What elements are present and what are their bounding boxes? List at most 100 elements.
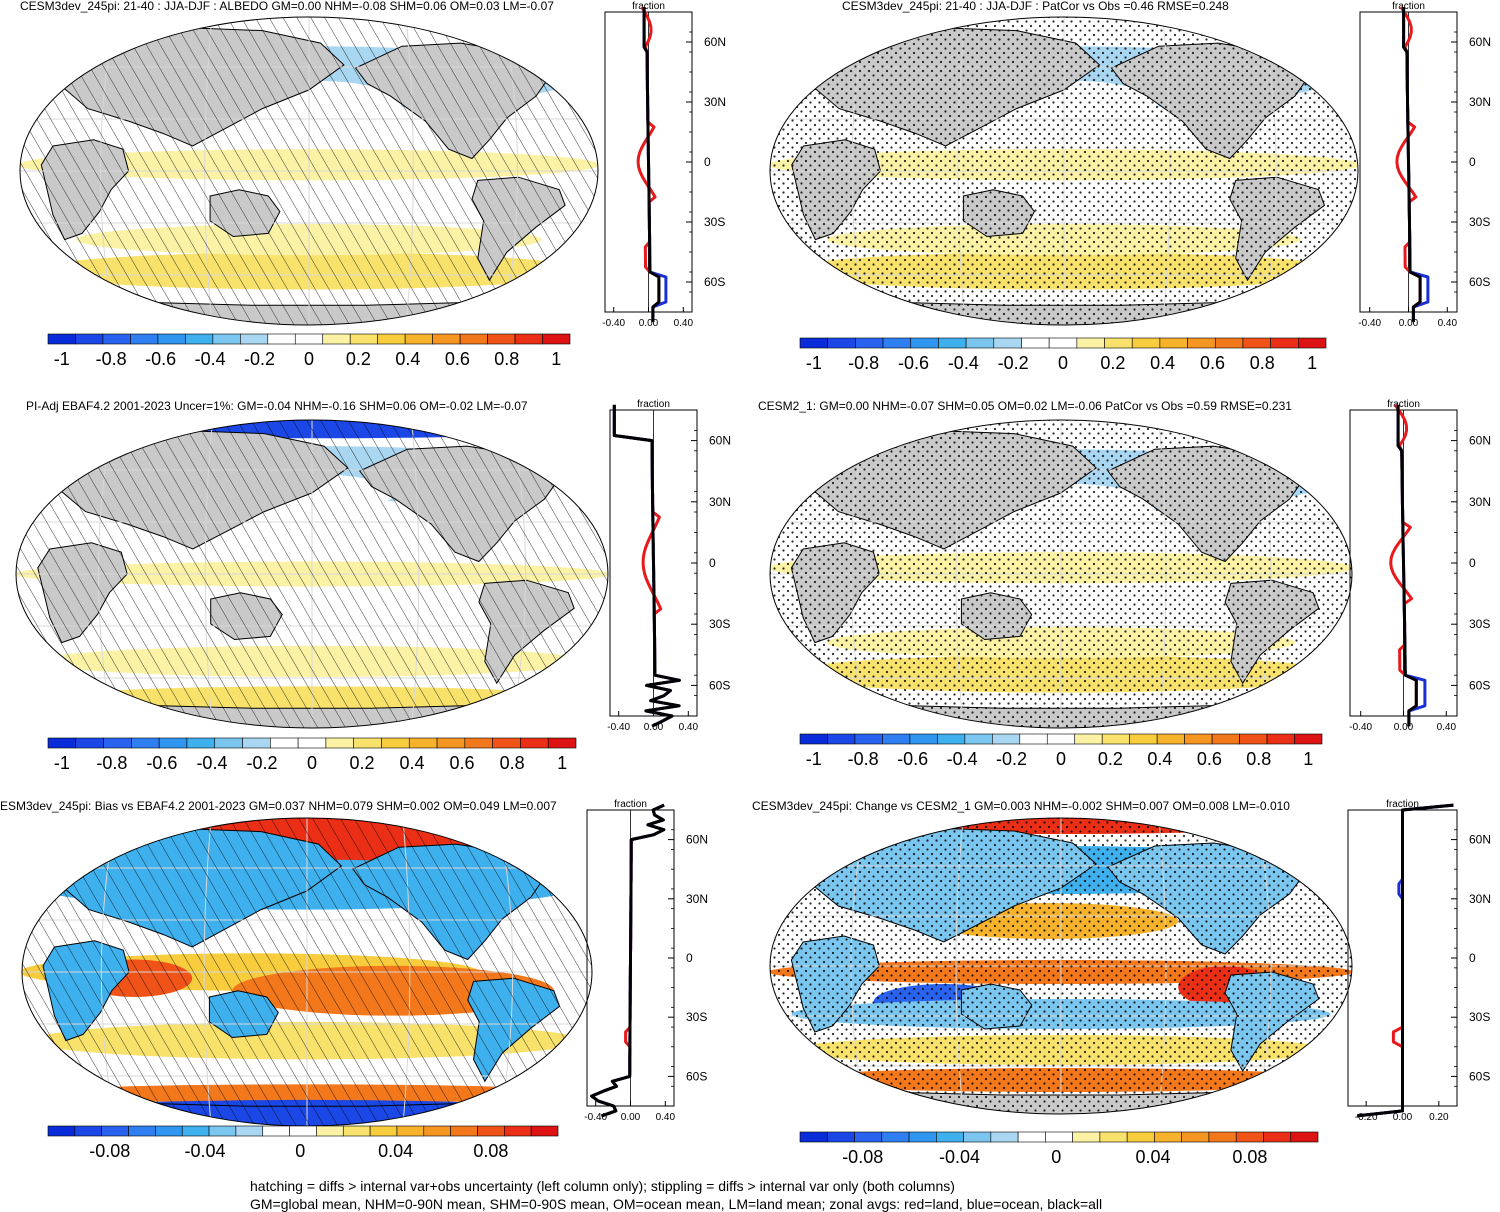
- colorbar-swatch: [1126, 1131, 1155, 1143]
- zonal-black-line: [1396, 404, 1418, 727]
- map-field: [770, 818, 1352, 1114]
- colorbar-swatch: [270, 737, 299, 749]
- colorbar-label: -0.2: [998, 353, 1029, 373]
- colorbar-label: 0.04: [1136, 1147, 1171, 1167]
- zonal-black-line: [1356, 803, 1454, 1118]
- colorbar-label: 0.8: [1250, 353, 1275, 373]
- colorbar-label: 1: [551, 349, 561, 369]
- x-tick-label: 0.40: [1438, 318, 1458, 329]
- colorbar-swatch: [294, 333, 324, 345]
- colorbar-swatch: [1181, 1131, 1210, 1143]
- colorbar-label: -0.2: [246, 753, 277, 773]
- colorbar-swatch: [993, 337, 1022, 349]
- colorbar-swatch: [103, 737, 132, 749]
- colorbar-label: -0.8: [848, 749, 879, 769]
- colorbar-swatch: [404, 333, 433, 345]
- colorbar-label: -0.8: [96, 349, 127, 369]
- colorbar-swatch: [1129, 733, 1158, 745]
- colorbar-swatch: [408, 737, 438, 749]
- colorbar-swatch: [322, 333, 351, 345]
- colorbar-swatch: [1045, 1131, 1073, 1143]
- x-tick-label: 0.00: [639, 318, 659, 329]
- colorbar-swatch: [1235, 1131, 1264, 1143]
- colorbar-swatch: [267, 333, 296, 345]
- colorbar-label: 0.2: [350, 753, 375, 773]
- colorbar-label: -1: [806, 749, 822, 769]
- colorbar-swatch: [1154, 1131, 1182, 1143]
- colorbar-swatch: [349, 333, 378, 345]
- colorbar-swatch: [1019, 733, 1048, 745]
- colorbar-label: -1: [806, 353, 822, 373]
- colorbar-label: 0.6: [450, 753, 475, 773]
- colorbar-label: 1: [557, 753, 567, 773]
- colorbar-swatch: [1048, 337, 1078, 349]
- colorbar-swatch: [1242, 337, 1271, 349]
- land-greenland: [1282, 827, 1338, 865]
- colorbar-swatch: [353, 737, 382, 749]
- x-tick-label: 0.40: [656, 1112, 676, 1123]
- colorbar-swatch: [47, 1125, 76, 1137]
- colorbar-swatch: [1184, 733, 1213, 745]
- colorbar-swatch: [235, 1125, 264, 1137]
- lat-tick-label: 30S: [1469, 1010, 1490, 1024]
- colorbar-swatch: [1101, 733, 1130, 745]
- colorbar-swatch: [432, 333, 461, 345]
- lat-tick-label: 30N: [1469, 95, 1491, 109]
- map-plot: [769, 16, 1359, 326]
- colorbar-label: -0.8: [96, 753, 127, 773]
- colorbar-swatch: [1211, 733, 1240, 745]
- colorbar: -1 -0.8 -0.6 -0.4 -0.2 0 0.2 0.4 0.6 0.8 1: [799, 337, 1327, 373]
- x-tick-label: 0.40: [679, 722, 699, 733]
- colorbar-swatch: [47, 333, 76, 345]
- lat-tick-label: 30N: [704, 95, 726, 109]
- zonal-black-line: [612, 404, 681, 728]
- colorbar-swatch: [855, 337, 884, 349]
- colorbar-swatch: [131, 737, 160, 749]
- colorbar-label: -0.6: [145, 349, 176, 369]
- hatching-overlay: [22, 818, 592, 1126]
- colorbar-swatch: [963, 1131, 992, 1143]
- x-tick-label: 0.40: [674, 318, 694, 329]
- lat-tick-label: 60S: [1469, 275, 1490, 289]
- colorbar-swatch: [75, 333, 104, 345]
- zonal-profile: fraction -0.40 0.00 0.40 60N 30N 0 30S 60S: [607, 399, 731, 733]
- lat-tick-label: 60N: [704, 35, 726, 49]
- colorbar-swatch: [547, 737, 577, 749]
- colorbar-swatch: [102, 333, 131, 345]
- profile-x-label: fraction: [637, 399, 670, 410]
- colorbar-swatch: [459, 333, 488, 345]
- colorbar-swatch: [369, 1125, 398, 1137]
- zonal-blue-line: [590, 803, 666, 1118]
- colorbar-label: -0.4: [195, 349, 226, 369]
- lat-tick-label: 60S: [686, 1069, 707, 1083]
- colorbar-swatch: [965, 337, 995, 349]
- colorbar-swatch: [377, 333, 406, 345]
- colorbar-label: 0.2: [1100, 353, 1125, 373]
- land-greenland: [1288, 26, 1343, 66]
- colorbar-swatch: [186, 737, 216, 749]
- colorbar-swatch: [910, 337, 939, 349]
- lat-tick-label: 60N: [1469, 833, 1491, 847]
- colorbar-swatch: [185, 333, 214, 345]
- colorbar-label: 0.6: [1200, 353, 1225, 373]
- lat-tick-label: 60S: [1469, 678, 1490, 692]
- x-tick-label: 0.00: [1393, 1112, 1413, 1123]
- lat-tick-label: 0: [1469, 556, 1476, 570]
- colorbar-label: 0: [1051, 1147, 1061, 1167]
- colorbar-label: -0.6: [898, 353, 929, 373]
- colorbar-swatch: [530, 1125, 559, 1137]
- stippling-overlay: [770, 420, 1352, 728]
- colorbar-swatch: [381, 737, 410, 749]
- map-border: [19, 16, 599, 326]
- colorbar-label: 0.6: [445, 349, 470, 369]
- colorbar-swatch: [450, 1125, 478, 1137]
- zonal-red-line: [1356, 803, 1454, 1118]
- lat-tick-label: 60N: [709, 434, 731, 448]
- colorbar-swatch: [1072, 1131, 1101, 1143]
- map-plot: [769, 817, 1353, 1115]
- x-tick-label: -0.40: [1358, 318, 1381, 329]
- panel-title: ESM3dev_245pi: Bias vs EBAF4.2 2001-2023…: [0, 799, 557, 813]
- zonal-profile: fraction -0.40 0.00 0.40 60N 30N 0 30S 60S: [602, 1, 726, 329]
- x-tick-label: -0.40: [602, 318, 625, 329]
- profile-x-label: fraction: [1387, 399, 1420, 410]
